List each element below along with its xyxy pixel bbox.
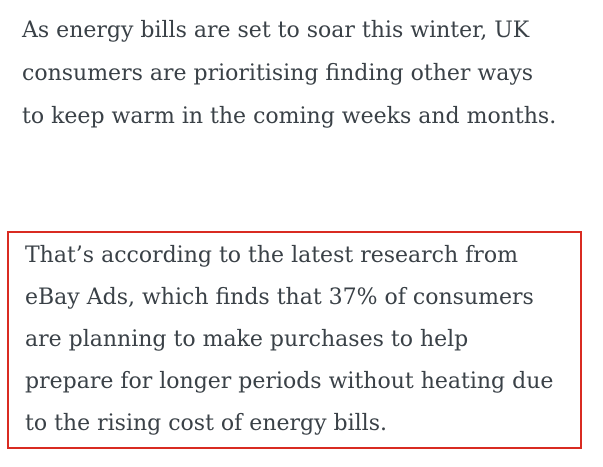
highlighted-line-5: to the rising cost of energy bills. [25, 411, 388, 436]
highlighted-line-4: prepare for longer periods without heati… [25, 369, 554, 394]
highlighted-line-3: are planning to make purchases to help [25, 327, 469, 352]
red-highlight-box: That’s according to the latest research … [7, 231, 582, 449]
highlighted-line-2: eBay Ads, which finds that 37% of consum… [25, 285, 534, 310]
highlighted-paragraph: That’s according to the latest research … [25, 235, 572, 445]
intro-line-3: to keep warm in the coming weeks and mon… [22, 104, 557, 129]
article-page: As energy bills are set to soar this win… [0, 9, 603, 467]
highlighted-line-1: That’s according to the latest research … [25, 243, 518, 268]
intro-paragraph: As energy bills are set to soar this win… [22, 9, 603, 138]
intro-line-2: consumers are prioritising finding other… [22, 61, 534, 86]
intro-line-1: As energy bills are set to soar this win… [22, 18, 530, 43]
